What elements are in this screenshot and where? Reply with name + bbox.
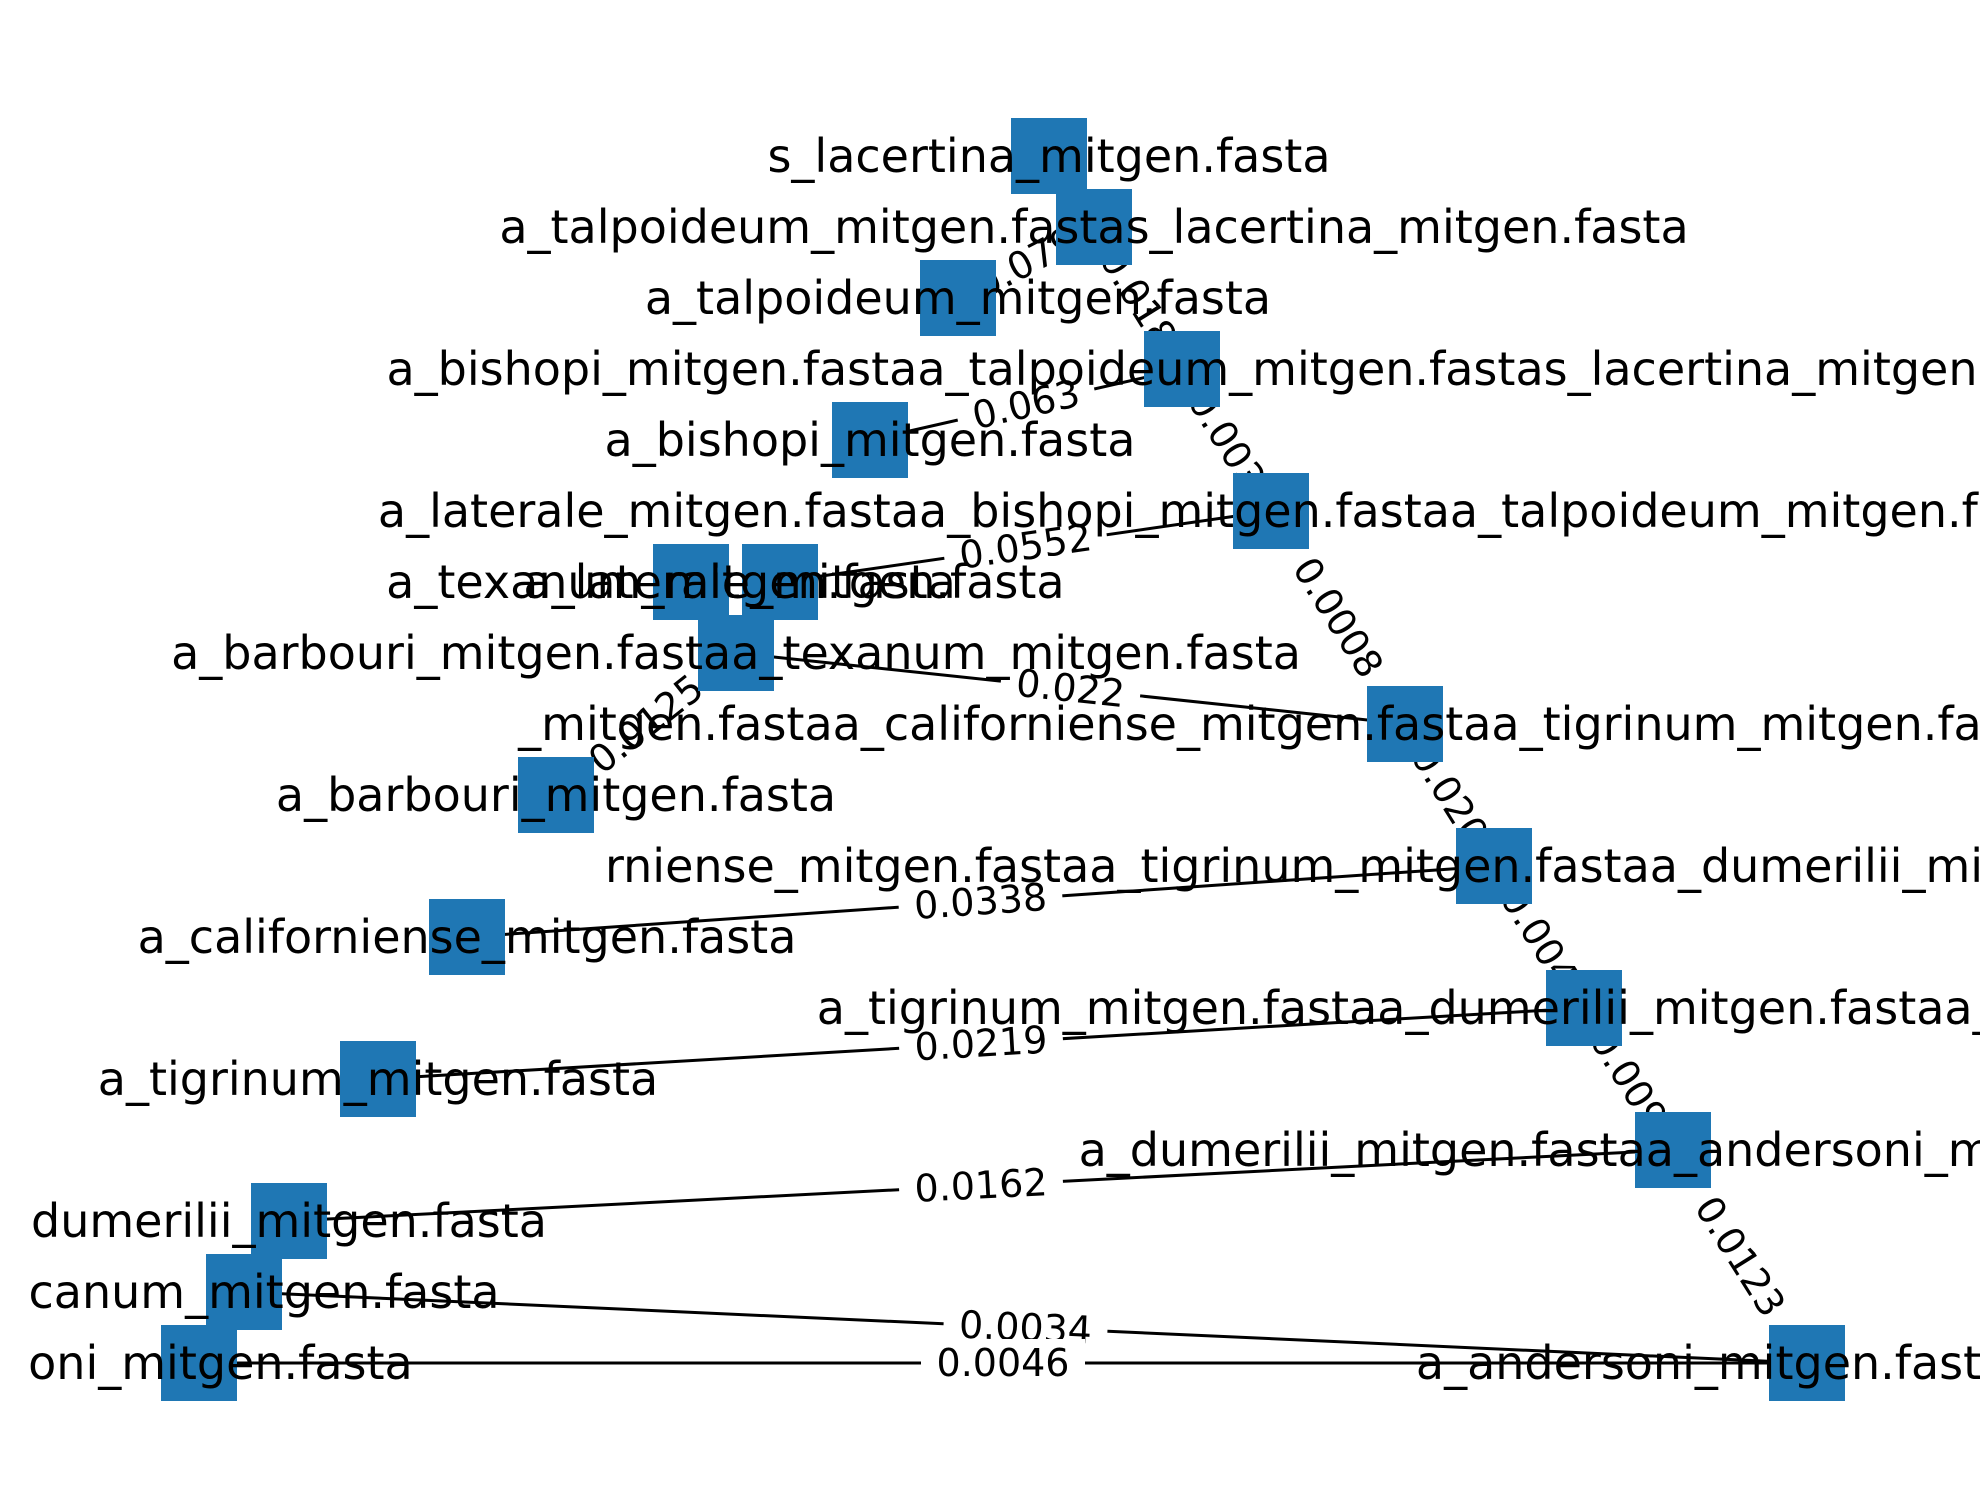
edge-label-group: 0.0219 <box>897 1014 1065 1071</box>
edge-label-background <box>952 365 1100 442</box>
node-label: a_barbouri_mitgen.fasta <box>276 768 836 822</box>
edge-weight-label: 0.0219 <box>913 1018 1048 1070</box>
node-label: rniense_mitgen.fastaa_tigrinum_mitgen.fa… <box>605 839 1980 893</box>
tree-node-n8 <box>742 544 818 620</box>
tree-node-n7 <box>653 544 729 620</box>
edge-weight-label: 0.0338 <box>913 875 1049 928</box>
node-label: a_talpoideum_mitgen.fastas_lacertina_mit… <box>499 200 1688 254</box>
edge-label-group: 0.0338 <box>897 871 1064 930</box>
node-label: _mitgen.fastaa_californiense_mitgen.fast… <box>517 697 1980 751</box>
tree-node-n18 <box>206 1254 282 1330</box>
node-label: a_bishopi_mitgen.fasta <box>605 413 1136 467</box>
node-label: a_talpoideum_mitgen.fasta <box>645 271 1271 325</box>
tree-node-n3 <box>920 260 996 336</box>
node-label: rsoni_mitgen.fasta <box>0 1336 413 1390</box>
edge-label-background <box>998 657 1143 718</box>
tree-node-n2 <box>1056 189 1132 265</box>
node-label: xicanum_mitgen.fasta <box>0 1265 500 1319</box>
node-labels-layer: s_lacertina_mitgen.fasta a_talpoideum_mit… <box>0 129 1980 1390</box>
node-label: a_californiense_mitgen.fasta <box>138 910 797 964</box>
tree-node-n15 <box>340 1041 416 1117</box>
nodes-layer <box>161 118 1845 1401</box>
tree-node-n11 <box>518 757 594 833</box>
edge-label-background <box>940 511 1110 581</box>
node-label: a_tigrinum_mitgen.fastaa_dumerilii_mitge… <box>817 981 1980 1035</box>
tree-node-n10 <box>1367 686 1443 762</box>
node-label: a_texanum_mitgen.fasta <box>386 555 956 609</box>
edge-label-background <box>921 1339 1085 1385</box>
edge-label-background <box>897 871 1064 930</box>
node-label: a_dumerilii_mitgen.fastaa_andersoni_mitg… <box>1079 1123 1980 1177</box>
tree-node-n17 <box>251 1183 327 1259</box>
tree-node-n14 <box>1546 970 1622 1046</box>
node-label: a_laterale_mitgen.fastaa_bishopi_mitgen.… <box>378 484 1980 538</box>
edge-label-background <box>566 654 725 793</box>
tree-node-n12 <box>1456 828 1532 904</box>
node-label: dumerilii_mitgen.fasta <box>31 1194 547 1248</box>
tree-node-n13 <box>429 899 505 975</box>
edge-label-group: 0.0162 <box>897 1157 1065 1212</box>
edge-weight-label: 0.0046 <box>937 1341 1070 1385</box>
edge-label-background <box>897 1014 1065 1071</box>
node-label: s_lacertina_mitgen.fasta <box>767 129 1330 183</box>
tree-node-n1 <box>1011 118 1087 194</box>
tree-node-n19 <box>161 1325 237 1401</box>
node-label: a_tigrinum_mitgen.fasta <box>98 1052 659 1106</box>
edge-weight-label: 0.0123 <box>1686 1189 1794 1325</box>
edge-label-background <box>1275 535 1402 699</box>
edge-label-background <box>1677 1174 1804 1338</box>
node-label: a_barbouri_mitgen.fastaa_texanum_mitgen.… <box>171 626 1301 680</box>
edge-weight-label: 0.0162 <box>913 1160 1048 1211</box>
tree-node-n9 <box>698 615 774 691</box>
edge-label-group: 0.0123 <box>1677 1174 1804 1338</box>
tree-node-n16 <box>1635 1112 1711 1188</box>
edge-label-background <box>897 1157 1065 1212</box>
tree-node-n5 <box>832 402 908 478</box>
node-label: a_bishopi_mitgen.fastaa_talpoideum_mitge… <box>386 342 1977 396</box>
edge-label-group: 0.0046 <box>921 1339 1085 1385</box>
tree-node-n20 <box>1769 1325 1845 1401</box>
tree-node-n6 <box>1233 473 1309 549</box>
node-label: a_andersoni_mitgen.fastaa_mexic <box>1416 1336 1980 1390</box>
tree-node-n4 <box>1144 331 1220 407</box>
node-label: a_laterale_mitgen.fasta <box>523 555 1064 609</box>
